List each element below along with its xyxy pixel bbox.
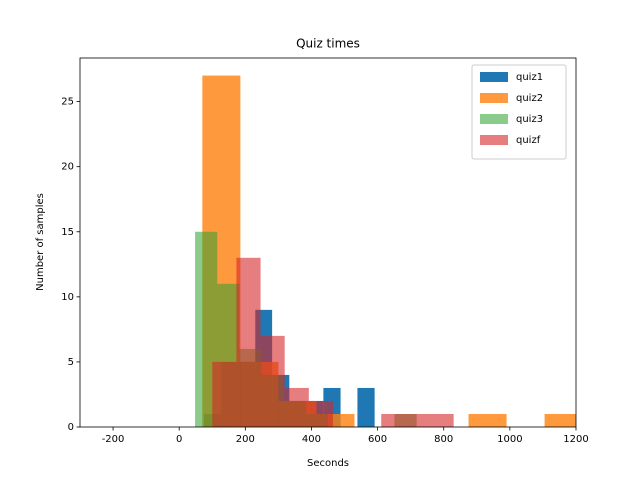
x-axis-label: Seconds — [307, 458, 349, 469]
x-tick-label: 0 — [176, 434, 182, 445]
y-tick-label: 5 — [68, 357, 74, 368]
y-tick-label: 15 — [61, 227, 74, 238]
legend-label: quiz2 — [516, 93, 543, 104]
legend-swatch — [480, 93, 508, 103]
y-tick-label: 25 — [61, 97, 74, 108]
plot-area — [195, 75, 576, 427]
legend-swatch — [480, 72, 508, 82]
y-axis-label: Number of samples — [35, 193, 46, 291]
legend-label: quiz1 — [516, 72, 543, 83]
x-tick-label: 200 — [236, 434, 255, 445]
bar — [381, 413, 406, 427]
bar — [195, 231, 218, 427]
x-tick-label: 1000 — [497, 434, 522, 445]
bar — [284, 387, 309, 427]
x-tick-label: 1200 — [563, 434, 588, 445]
legend-swatch — [480, 114, 508, 124]
bar — [308, 400, 333, 427]
bar — [236, 257, 261, 427]
x-tick-label: -200 — [102, 434, 125, 445]
bar — [212, 361, 237, 427]
bar — [468, 413, 507, 427]
legend-swatch — [480, 135, 508, 145]
y-tick-label: 0 — [68, 422, 74, 433]
bar — [429, 413, 454, 427]
y-tick-label: 10 — [61, 292, 74, 303]
bar — [260, 335, 285, 427]
legend-label: quizf — [516, 135, 541, 146]
bar — [405, 413, 430, 427]
x-tick-label: 600 — [368, 434, 387, 445]
axes-frame — [79, 57, 577, 428]
x-tick-label: 400 — [302, 434, 321, 445]
y-tick-label: 20 — [61, 162, 74, 173]
x-tick-label: 800 — [434, 434, 453, 445]
chart-title: Quiz times — [296, 37, 360, 51]
legend-label: quiz3 — [516, 114, 543, 125]
bar — [544, 413, 576, 427]
bar — [357, 387, 375, 427]
